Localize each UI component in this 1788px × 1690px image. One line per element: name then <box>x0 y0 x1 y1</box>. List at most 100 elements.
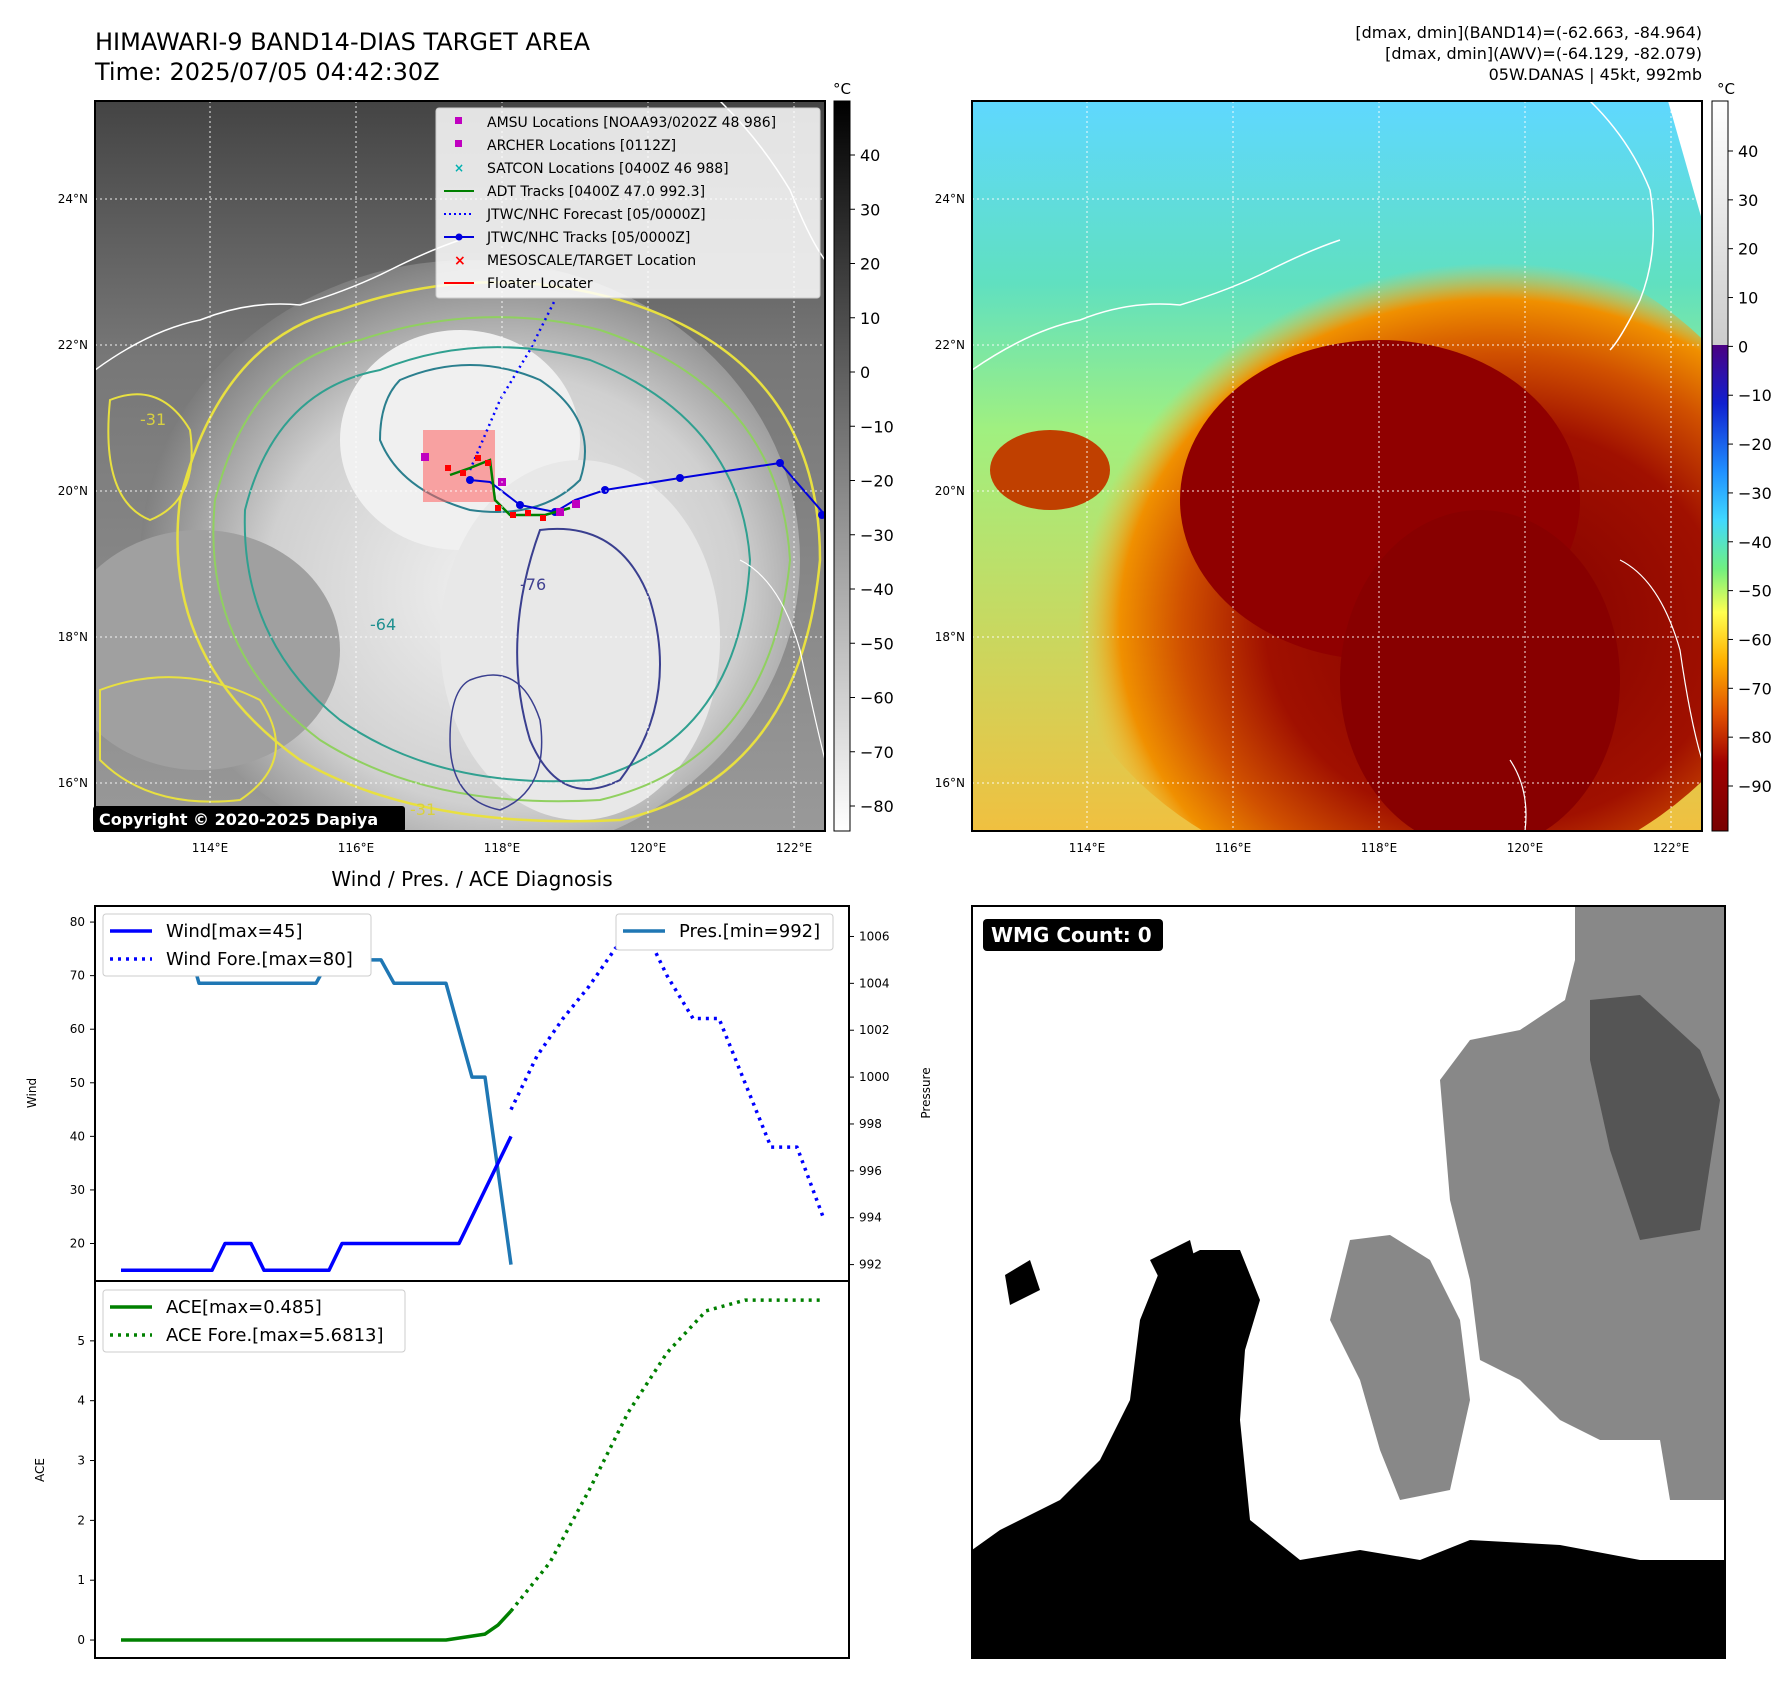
colorbar-tick: 10 <box>1738 289 1758 308</box>
lon-tick: 122°E <box>776 841 813 855</box>
legend-ace: ACE[max=0.485] <box>166 1297 322 1318</box>
colorbar-tick: −90 <box>1738 777 1772 796</box>
lat-tick: 24°N <box>935 192 965 206</box>
lon-tick: 114°E <box>1069 841 1106 855</box>
legend-ace-forecast: ACE Fore.[max=5.6813] <box>166 1325 384 1346</box>
header-info-2: [dmax, dmin](AWV)=(-64.129, -82.079) <box>1385 44 1702 63</box>
colorbar-tick: −80 <box>860 797 894 816</box>
axis-tick-label: 994 <box>859 1211 882 1225</box>
axis-tick-label: 5 <box>77 1334 85 1348</box>
lat-tick: 22°N <box>58 338 88 352</box>
lon-tick: 122°E <box>1653 841 1690 855</box>
axis-tick-label: 20 <box>70 1237 85 1251</box>
colorbar-tick: −80 <box>1738 728 1772 747</box>
colorbar-tick: −30 <box>860 526 894 545</box>
axis-tick-label: 70 <box>70 969 85 983</box>
ace-axis-label: ACE <box>33 1458 47 1482</box>
colorbar-tick: 40 <box>860 146 880 165</box>
map-legend: AMSU Locations [NOAA93/0202Z 48 986] ARC… <box>435 107 821 299</box>
colorbar-unit: °C <box>1717 80 1735 98</box>
legend-forecast: JTWC/NHC Forecast [05/0000Z] <box>486 207 706 223</box>
axis-tick-label: 1 <box>77 1573 85 1587</box>
axis-tick-label: 0 <box>77 1633 85 1647</box>
pressure-axis-label: Pressure <box>919 1067 933 1118</box>
colorbar-tick: −60 <box>1738 630 1772 649</box>
diagnosis-title: Wind / Pres. / ACE Diagnosis <box>331 867 612 891</box>
axis-tick-label: 80 <box>70 915 85 929</box>
legend-wind: Wind[max=45] <box>166 921 303 942</box>
lat-tick: 24°N <box>58 192 88 206</box>
header-info-1: [dmax, dmin](BAND14)=(-62.663, -84.964) <box>1355 23 1702 42</box>
colorbar-tick: −10 <box>1738 386 1772 405</box>
archer-marker-icon <box>455 140 462 147</box>
target-marker-icon: × <box>454 253 466 269</box>
legend-archer: ARCHER Locations [0112Z] <box>487 138 676 154</box>
lon-tick: 116°E <box>1215 841 1252 855</box>
lat-tick: 18°N <box>935 630 965 644</box>
legend-pressure: Pres.[min=992] <box>679 921 820 942</box>
pressure-series-line <box>121 934 513 1265</box>
colorbar-tick: −20 <box>860 472 894 491</box>
legend-target: MESOSCALE/TARGET Location <box>487 253 696 269</box>
axis-tick-label: 60 <box>70 1022 85 1036</box>
colorbar-tick: −50 <box>1738 582 1772 601</box>
lon-tick: 118°E <box>1361 841 1398 855</box>
wmg-count-label: WMG Count: 0 <box>991 923 1152 947</box>
axis-tick-label: 992 <box>859 1258 882 1272</box>
ace-forecast-series-line <box>509 1298 823 1613</box>
figure-title: HIMAWARI-9 BAND14-DIAS TARGET AREA <box>95 28 591 56</box>
lat-tick: 18°N <box>58 630 88 644</box>
amsu-marker-icon <box>455 117 462 124</box>
wind-axis-label: Wind <box>25 1078 39 1108</box>
wind-legend: Wind[max=45] Wind Fore.[max=80] <box>102 913 372 977</box>
axis-tick-label: 3 <box>77 1454 85 1468</box>
colorbar-tick: −10 <box>860 417 894 436</box>
axis-tick-label: 50 <box>70 1076 85 1090</box>
axis-tick-label: 998 <box>859 1117 882 1131</box>
contour-label: -31 <box>140 410 166 429</box>
lat-tick: 20°N <box>58 484 88 498</box>
colorbar-unit: °C <box>833 80 851 98</box>
colorbar-tick: −50 <box>860 634 894 653</box>
colorbar-tick: 20 <box>860 255 880 274</box>
colorbar-tick: −70 <box>1738 679 1772 698</box>
figure-time: Time: 2025/07/05 04:42:30Z <box>94 58 440 86</box>
axis-tick-label: 1000 <box>859 1070 890 1084</box>
legend-adt: ADT Tracks [0400Z 47.0 992.3] <box>487 184 705 200</box>
colorbar-tick: 30 <box>860 200 880 219</box>
lat-tick: 16°N <box>58 776 88 790</box>
colorbar-tick: −40 <box>860 580 894 599</box>
copyright-label: Copyright © 2020-2025 Dapiya <box>99 810 378 829</box>
colorbar-tick: −40 <box>1738 533 1772 552</box>
colorbar-tick: 30 <box>1738 191 1758 210</box>
colorbar-tick: 0 <box>860 363 870 382</box>
axis-tick-label: 1006 <box>859 929 890 943</box>
wind-series-line <box>121 1135 513 1273</box>
legend-wind-forecast: Wind Fore.[max=80] <box>166 949 353 970</box>
axis-tick-label: 996 <box>859 1164 882 1178</box>
ir-map-panel: -31 -64 -76 -31 AMSU Locations [NOAA93/0… <box>58 80 894 855</box>
color-colorbar: °C 40 30 20 10 0 −10 −20 −30 −40 −50 −60 −70 −80 −90 <box>1711 80 1772 832</box>
satcon-marker-icon: × <box>454 161 464 175</box>
axis-tick-label: 30 <box>70 1183 85 1197</box>
colorbar-tick: 40 <box>1738 142 1758 161</box>
colorbar-tick: −60 <box>860 689 894 708</box>
ace-legend: ACE[max=0.485] ACE Fore.[max=5.6813] <box>102 1289 406 1353</box>
legend-floater: Floater Locater <box>487 276 593 292</box>
color-ir-map-panel: 114°E 116°E 118°E 120°E 122°E 24°N 22°N … <box>935 80 1772 855</box>
contour-label: -31 <box>410 800 436 819</box>
axis-tick-label: 40 <box>70 1129 85 1143</box>
diagnosis-panel: Wind / Pres. / ACE Diagnosis Wind Pressu… <box>25 867 933 1659</box>
colorbar-tick: 20 <box>1738 240 1758 259</box>
lat-tick: 22°N <box>935 338 965 352</box>
lon-tick: 120°E <box>1507 841 1544 855</box>
contour-label: -76 <box>520 575 546 594</box>
axis-tick-label: 1002 <box>859 1023 890 1037</box>
lon-tick: 116°E <box>338 841 375 855</box>
colorbar-tick: 0 <box>1738 337 1748 356</box>
legend-satcon: SATCON Locations [0400Z 46 988] <box>487 161 729 177</box>
axis-tick-label: 2 <box>77 1513 85 1527</box>
lat-tick: 16°N <box>935 776 965 790</box>
lat-tick: 20°N <box>935 484 965 498</box>
